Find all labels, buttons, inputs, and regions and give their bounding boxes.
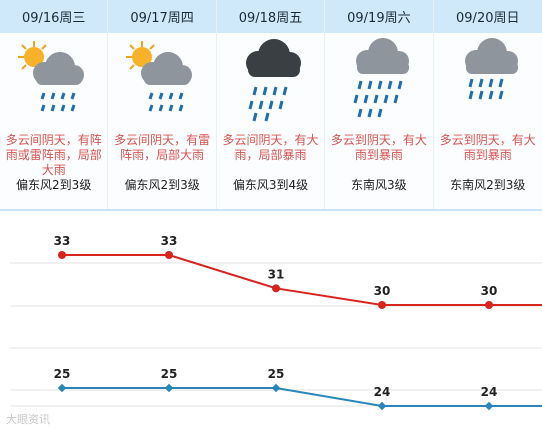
low-temp-label: 24 bbox=[374, 385, 391, 399]
watermark: 大眼资讯 bbox=[6, 413, 50, 426]
low-temp-label: 25 bbox=[268, 367, 285, 381]
day-card: 09/20周日 多云到阴天，有大雨到暴雨 东南风2到3级 bbox=[433, 0, 542, 210]
day-card: 09/19周六 多云到阴天，有大雨到暴雨 东南风3级 bbox=[325, 0, 434, 210]
low-temp-label: 25 bbox=[54, 367, 71, 381]
day-wind: 偏东风3到4级 bbox=[232, 178, 309, 192]
day-date: 09/18周五 bbox=[216, 0, 325, 33]
high-temp-line bbox=[62, 254, 542, 306]
day-wind: 东南风2到3级 bbox=[450, 178, 526, 192]
day-card: 09/18周五 多云间阴天，有大雨，局部暴雨 偏东风3到4级 bbox=[216, 0, 326, 210]
day-date: 09/16周三 bbox=[0, 0, 108, 33]
high-temp-point bbox=[165, 251, 173, 259]
day-card: 09/16周三 多云间阴天，有阵雨或雷阵雨，局部大雨 偏东风2到3级 bbox=[0, 0, 109, 210]
day-card: 09/17周四 多云间阴天，有雷阵雨，局部大雨 偏东风2到3级 bbox=[108, 0, 217, 210]
day-description: 多云到阴天，有大雨到暴雨 bbox=[439, 133, 536, 162]
high-temp-label: 31 bbox=[268, 267, 285, 281]
low-temp-point bbox=[377, 401, 387, 411]
partly-cloudy-sun-rain-icon bbox=[0, 36, 107, 128]
high-temp-point bbox=[272, 284, 280, 293]
high-temp-label: 33 bbox=[161, 234, 178, 248]
dark-cloud-heavy-rain-icon bbox=[217, 36, 324, 128]
separator bbox=[0, 209, 542, 211]
day-date: 09/17周四 bbox=[108, 0, 216, 33]
high-temp-label: 30 bbox=[374, 284, 391, 298]
day-date: 09/20周日 bbox=[433, 0, 542, 33]
day-date: 09/19周六 bbox=[325, 0, 433, 33]
day-description: 多云间阴天，有雷阵雨，局部大雨 bbox=[114, 133, 211, 162]
cloud-heavy-rain-icon bbox=[434, 36, 542, 128]
low-temp-label: 24 bbox=[481, 385, 498, 399]
low-temp-point bbox=[271, 383, 281, 393]
forecast-strip: 09/16周三 多云间阴天，有阵雨或雷阵雨，局部大雨 偏东风2到3级 09/17… bbox=[0, 0, 542, 210]
low-temp-label: 25 bbox=[161, 367, 178, 381]
high-temp-point bbox=[485, 301, 493, 309]
high-temp-point bbox=[378, 301, 386, 309]
low-temp-point bbox=[164, 383, 174, 393]
low-temp-point bbox=[57, 383, 67, 393]
high-temp-point bbox=[58, 251, 66, 259]
day-wind: 偏东风2到3级 bbox=[124, 178, 200, 192]
partly-cloudy-sun-rain-icon bbox=[108, 36, 215, 128]
cloud-heavy-rain-icon bbox=[325, 36, 432, 128]
temperature-chart: 33 33 31 30 30 25 25 25 24 24 bbox=[10, 234, 542, 411]
day-description: 多云间阴天，有大雨，局部暴雨 bbox=[222, 133, 319, 162]
low-temp-line bbox=[62, 387, 542, 407]
high-temp-label: 33 bbox=[54, 234, 71, 248]
day-description: 多云到阴天，有大雨到暴雨 bbox=[330, 133, 427, 162]
day-description: 多云间阴天，有阵雨或雷阵雨，局部大雨 bbox=[5, 133, 102, 177]
day-wind: 偏东风2到3级 bbox=[16, 178, 92, 192]
low-temp-point bbox=[484, 401, 494, 411]
day-wind: 东南风3级 bbox=[351, 178, 407, 192]
high-temp-label: 30 bbox=[481, 284, 498, 298]
